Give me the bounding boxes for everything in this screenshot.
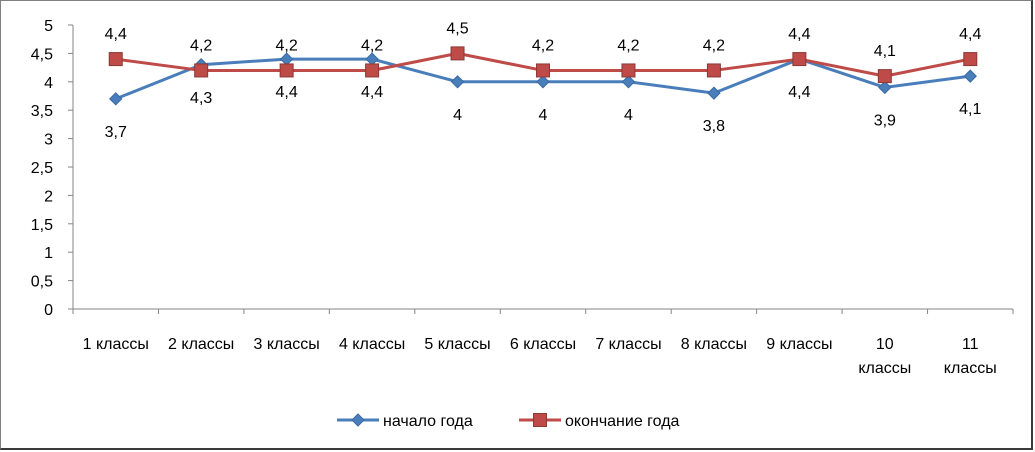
y-tick-label: 1,5 bbox=[31, 217, 53, 234]
data-labels: 3,7 4,3 4,4 4,4 4 4 4 3,8 4,4 3,9 4,1 4,4 4,2 4,2 4,2 4… bbox=[105, 20, 982, 140]
data-label: 3,7 bbox=[105, 124, 127, 141]
data-label: 4,2 bbox=[617, 37, 639, 54]
data-label: 4,2 bbox=[703, 37, 725, 54]
data-label: 4,2 bbox=[532, 37, 554, 54]
data-point bbox=[621, 63, 636, 78]
data-point bbox=[194, 63, 209, 78]
y-tick-label: 2,5 bbox=[31, 160, 53, 177]
legend: начало года окончание года bbox=[337, 413, 680, 430]
data-point bbox=[365, 52, 379, 66]
x-axis-ticks: 1 классы 2 классы 3 классы 4 классы 5 классы… bbox=[72, 309, 1014, 377]
data-label: 4,5 bbox=[446, 20, 468, 37]
y-tick-label: 0 bbox=[44, 302, 53, 319]
y-tick-label: 5 bbox=[44, 18, 53, 35]
data-label: 4,2 bbox=[276, 37, 298, 54]
x-tick-label: 2 классы bbox=[168, 336, 234, 353]
data-point bbox=[108, 52, 123, 67]
data-point bbox=[707, 86, 721, 100]
data-label: 4,4 bbox=[361, 84, 383, 101]
y-tick-label: 0,5 bbox=[31, 274, 53, 291]
y-tick-label: 1 bbox=[44, 245, 53, 262]
y-tick-label: 4 bbox=[44, 75, 53, 92]
data-point bbox=[279, 52, 294, 66]
y-tick-label: 3 bbox=[44, 132, 53, 149]
data-point bbox=[450, 46, 465, 61]
x-tick-label: 3 классы bbox=[254, 336, 320, 353]
x-tick-label: 11 классы bbox=[944, 336, 997, 377]
x-tick-label: 10 классы bbox=[858, 336, 911, 377]
data-point bbox=[878, 80, 892, 95]
y-tick-label: 2 bbox=[44, 188, 53, 205]
data-point bbox=[279, 63, 294, 78]
data-label: 4 bbox=[453, 107, 462, 124]
x-tick-label: 9 классы bbox=[766, 336, 832, 353]
legend-label-2: окончание года bbox=[565, 413, 680, 430]
data-point bbox=[877, 69, 892, 84]
y-tick-label: 3,5 bbox=[31, 103, 53, 120]
data-label: 4,2 bbox=[361, 37, 383, 54]
legend-diamond-marker bbox=[351, 413, 365, 427]
data-point bbox=[365, 63, 380, 78]
data-label: 4,3 bbox=[190, 90, 212, 107]
x-tick-label: 8 классы bbox=[681, 336, 747, 353]
x-tick-label: 4 классы bbox=[339, 336, 405, 353]
data-label: 4,4 bbox=[959, 26, 981, 43]
data-point bbox=[536, 63, 550, 78]
series-group bbox=[108, 46, 978, 106]
y-tick-label: 4,5 bbox=[31, 46, 53, 63]
data-label: 4 bbox=[624, 107, 633, 124]
data-label: 4,4 bbox=[276, 84, 298, 101]
legend-square-marker bbox=[533, 413, 547, 427]
data-label: 4,1 bbox=[874, 43, 896, 60]
data-label: 4,4 bbox=[105, 26, 127, 43]
data-label: 4,1 bbox=[959, 101, 981, 118]
data-point bbox=[706, 63, 721, 78]
data-label: 3,9 bbox=[874, 112, 896, 129]
y-axis-ticks: 0 0,5 1 1,5 2 2,5 3 3,5 4 4,5 5 bbox=[31, 18, 73, 319]
x-tick-label: 5 классы bbox=[424, 336, 490, 353]
x-tick-label: 6 классы bbox=[510, 336, 576, 353]
data-point bbox=[450, 75, 465, 89]
data-label: 3,8 bbox=[703, 118, 725, 135]
data-point bbox=[792, 52, 807, 67]
x-tick-label: 7 классы bbox=[595, 336, 661, 353]
data-point bbox=[963, 69, 977, 83]
data-point bbox=[109, 92, 123, 106]
data-label: 4,4 bbox=[788, 84, 810, 101]
data-label: 4,2 bbox=[190, 37, 212, 54]
data-point bbox=[536, 75, 550, 89]
x-tick-label: 1 классы bbox=[83, 336, 149, 353]
data-point bbox=[963, 52, 978, 67]
legend-label-1: начало года bbox=[383, 413, 473, 430]
data-label: 4,4 bbox=[788, 26, 810, 43]
data-label: 4 bbox=[539, 107, 548, 124]
data-point bbox=[621, 75, 636, 89]
